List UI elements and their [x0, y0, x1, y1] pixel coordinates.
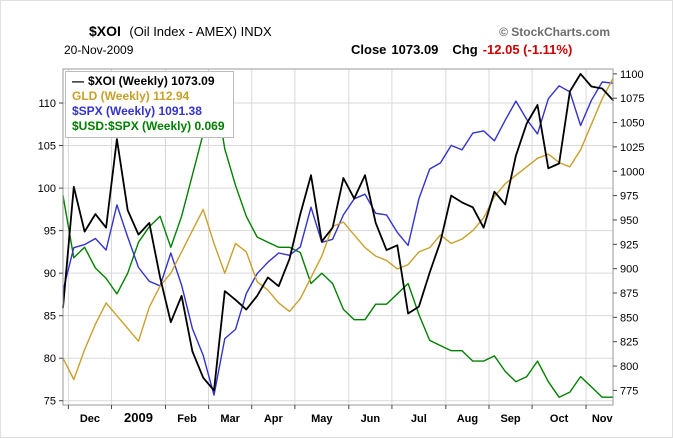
chg-label: Chg — [452, 42, 478, 57]
legend-item-usdspx: $USD:$SPX (Weekly) 0.069 — [72, 119, 225, 134]
legend-label: GLD (Weekly) 112.94 — [72, 89, 190, 103]
right-axis-label: 975 — [620, 191, 638, 203]
right-axis-label: 875 — [620, 288, 638, 300]
legend-label: $USD:$SPX (Weekly) 0.069 — [72, 119, 225, 133]
right-axis-label: 950 — [620, 215, 638, 227]
x-axis-label: Jun — [361, 413, 381, 425]
right-axis-label: 775 — [620, 385, 638, 397]
left-axis-label: 85 — [44, 311, 56, 323]
x-axis-label: Jul — [411, 413, 427, 425]
right-axis-label: 900 — [620, 264, 638, 276]
x-axis-label: Sep — [500, 413, 520, 425]
left-axis-label: 90 — [44, 268, 56, 280]
chart-date: 20-Nov-2009 — [64, 43, 134, 57]
left-axis-label: 75 — [44, 396, 56, 408]
right-axis-label: 1075 — [620, 93, 644, 105]
legend-item-xoi: — $XOI (Weekly) 1073.09 — [72, 74, 225, 89]
chg-value: -12.05 (-1.11%) — [482, 42, 573, 57]
left-axis-label: 105 — [38, 141, 56, 153]
legend-item-gld: GLD (Weekly) 112.94 — [72, 89, 225, 104]
series-line-gld — [62, 77, 614, 381]
right-axis-label: 1050 — [620, 118, 644, 130]
chart-title-row: $XOI (Oil Index - AMEX) INDX — [89, 23, 272, 41]
close-label: Close — [351, 42, 387, 57]
stockcharts-watermark: © StockCharts.com — [499, 25, 610, 39]
right-axis-label: 1000 — [620, 166, 644, 178]
legend-label: $XOI (Weekly) 1073.09 — [88, 74, 215, 88]
right-axis-label: 925 — [620, 239, 638, 251]
x-axis-label: Aug — [457, 413, 478, 425]
x-axis-label: Apr — [264, 413, 284, 425]
x-axis-label: Nov — [592, 413, 614, 425]
plot-border — [62, 68, 614, 406]
left-axis-label: 95 — [44, 226, 56, 238]
right-axis-label: 850 — [620, 312, 638, 324]
chart-title: (Oil Index - AMEX) INDX — [129, 24, 272, 39]
x-axis-label: 2009 — [124, 410, 153, 425]
x-axis-label: Dec — [80, 413, 100, 425]
x-axis-label: Oct — [550, 413, 569, 425]
x-axis-label: May — [311, 413, 333, 425]
legend-item-spx: $SPX (Weekly) 1091.38 — [72, 104, 225, 119]
left-axis-label: 110 — [38, 98, 56, 110]
chart-legend: — $XOI (Weekly) 1073.09 GLD (Weekly) 112.9… — [65, 71, 234, 138]
legend-label: $SPX (Weekly) 1091.38 — [72, 104, 202, 118]
series-line-usdspx — [62, 81, 614, 398]
right-axis-label: 1100 — [620, 69, 644, 81]
close-value: 1073.09 — [391, 42, 439, 57]
series-line-spx — [62, 81, 614, 396]
right-axis-label: 825 — [620, 337, 638, 349]
line-marker-icon: — — [72, 74, 84, 88]
x-axis-label: Feb — [177, 413, 197, 425]
quote-row: Close 1073.09 Chg -12.05 (-1.11%) — [351, 42, 572, 57]
right-axis-label: 1025 — [620, 142, 644, 154]
left-axis-label: 100 — [38, 183, 56, 195]
right-axis-label: 800 — [620, 361, 638, 373]
left-axis-label: 80 — [44, 353, 56, 365]
series-line-xoi — [62, 73, 614, 392]
chart-symbol: $XOI — [89, 23, 121, 39]
x-axis-label: Mar — [220, 413, 240, 425]
